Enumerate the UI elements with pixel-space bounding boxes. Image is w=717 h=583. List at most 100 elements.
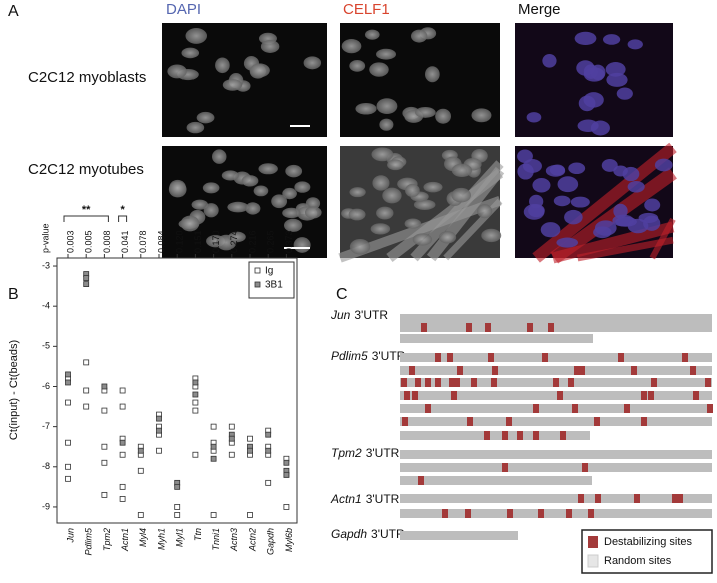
x-tick-label: Actn2 bbox=[247, 528, 257, 552]
y-tick-label: -6 bbox=[42, 381, 50, 391]
nucleus bbox=[196, 111, 215, 124]
significance-bracket bbox=[63, 215, 109, 222]
x-tick-label: Myh1 bbox=[156, 528, 166, 550]
point bbox=[228, 423, 235, 430]
point bbox=[156, 427, 162, 434]
point bbox=[156, 415, 162, 422]
nucleus bbox=[532, 177, 551, 193]
nucleus bbox=[221, 170, 239, 181]
nucleus bbox=[253, 185, 269, 197]
pvalue-label: p-value bbox=[40, 223, 50, 253]
x-tick-label: Myl4 bbox=[138, 528, 148, 547]
point bbox=[101, 491, 108, 498]
nucleus bbox=[574, 31, 597, 46]
point bbox=[119, 483, 126, 490]
destabilizing-site bbox=[421, 323, 427, 332]
point bbox=[247, 447, 253, 454]
legend bbox=[581, 529, 713, 574]
destabilizing-site bbox=[415, 378, 421, 387]
utr-label: 3'UTR bbox=[354, 308, 388, 322]
destabilizing-site bbox=[634, 494, 640, 503]
destabilizing-site bbox=[574, 366, 580, 375]
p-value: 0.373 bbox=[284, 230, 294, 253]
point bbox=[247, 512, 253, 518]
nucleus bbox=[583, 92, 604, 108]
nucleus bbox=[606, 72, 628, 87]
point bbox=[192, 407, 199, 414]
nucleus bbox=[294, 181, 311, 193]
point bbox=[156, 447, 162, 454]
nucleus bbox=[370, 223, 391, 235]
destabilizing-site bbox=[566, 509, 572, 518]
micrographs bbox=[162, 23, 677, 264]
destabilizing-site bbox=[538, 509, 544, 518]
destabilizing-site bbox=[484, 431, 490, 440]
legend-label: Random sites bbox=[604, 555, 672, 567]
significance-label: ** bbox=[82, 204, 91, 216]
point bbox=[83, 403, 90, 410]
nucleus bbox=[414, 106, 436, 118]
x-tick-label: Actn1 bbox=[120, 528, 130, 552]
utr-segment bbox=[400, 431, 590, 440]
nucleus bbox=[540, 222, 561, 238]
destabilizing-site bbox=[442, 509, 448, 518]
point bbox=[174, 504, 181, 510]
nucleus bbox=[341, 39, 362, 54]
legend-label: Ig bbox=[265, 266, 273, 277]
nucleus bbox=[522, 159, 542, 173]
column-header: DAPI bbox=[166, 1, 201, 18]
nucleus bbox=[228, 231, 246, 243]
point bbox=[119, 451, 126, 458]
fiber bbox=[649, 217, 676, 260]
point bbox=[283, 471, 290, 478]
panel-label: C bbox=[336, 286, 348, 303]
utr-segment bbox=[400, 366, 712, 375]
nucleus bbox=[191, 199, 209, 210]
destabilizing-site bbox=[553, 378, 559, 387]
point bbox=[137, 447, 144, 454]
nucleus bbox=[643, 215, 661, 231]
destabilizing-site bbox=[491, 378, 497, 387]
destabilizing-site bbox=[648, 391, 654, 400]
legend-swatch bbox=[254, 267, 261, 274]
gene-name: Actn1 bbox=[330, 492, 362, 506]
destabilizing-site bbox=[447, 353, 453, 362]
point bbox=[228, 435, 235, 442]
p-value: 0.008 bbox=[102, 230, 112, 253]
nucleus bbox=[570, 196, 590, 208]
nucleus bbox=[602, 34, 621, 45]
x-tick-label: Tnni1 bbox=[211, 528, 221, 551]
point bbox=[265, 431, 272, 438]
nucleus bbox=[364, 29, 380, 40]
y-tick-label: -5 bbox=[42, 341, 50, 351]
nucleus bbox=[181, 47, 200, 59]
significance-bracket bbox=[118, 215, 128, 222]
p-value: 0.041 bbox=[120, 230, 130, 253]
gene-label: Gapdh 3'UTR bbox=[331, 527, 405, 541]
x-tick-label: Myl6b bbox=[284, 528, 294, 552]
p-value: 0.084 bbox=[156, 230, 166, 253]
point bbox=[283, 504, 290, 510]
utr-segment bbox=[400, 509, 712, 518]
destabilizing-site bbox=[641, 417, 647, 426]
legend-label: Destabilizing sites bbox=[604, 536, 693, 548]
p-value: 0.151 bbox=[193, 230, 203, 253]
gene-name: Tpm2 bbox=[331, 446, 362, 460]
y-tick-label: -9 bbox=[42, 501, 50, 511]
utr-label: 3'UTR bbox=[371, 527, 405, 541]
utr-segment bbox=[400, 450, 712, 459]
destabilizing-site bbox=[618, 353, 624, 362]
nucleus bbox=[412, 233, 433, 246]
nucleus bbox=[424, 66, 440, 83]
destabilizing-site bbox=[506, 417, 512, 426]
nucleus bbox=[523, 204, 545, 220]
nucleus bbox=[471, 108, 492, 123]
point bbox=[65, 439, 71, 446]
point bbox=[265, 479, 272, 486]
destabilizing-site bbox=[502, 431, 508, 440]
nucleus bbox=[654, 158, 673, 172]
point bbox=[210, 423, 217, 430]
nucleus bbox=[260, 40, 280, 53]
destabilizing-site bbox=[690, 366, 696, 375]
